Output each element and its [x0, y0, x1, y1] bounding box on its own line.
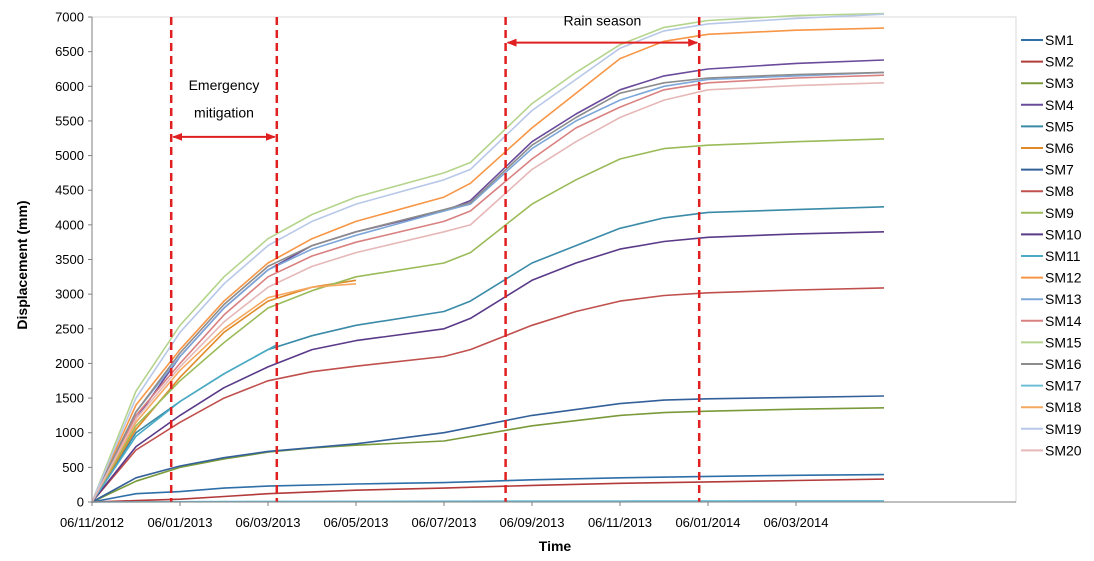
- legend-label-sm1: SM1: [1045, 32, 1074, 48]
- series-line-sm11: [91, 344, 278, 503]
- legend-label-sm11: SM11: [1045, 248, 1081, 264]
- legend-label-sm10: SM10: [1045, 226, 1082, 242]
- x-axis-title: Time: [539, 538, 572, 554]
- period-markers: [169, 17, 701, 502]
- series-line-sm7: [91, 395, 885, 503]
- y-tick-label: 6500: [55, 44, 84, 59]
- y-axis-title: Displacement (mm): [14, 200, 30, 329]
- legend-label-sm17: SM17: [1045, 378, 1082, 394]
- series-line-sm16: [91, 71, 885, 503]
- y-tick-label: 3500: [55, 252, 84, 267]
- y-tick-label: 3000: [55, 287, 84, 302]
- x-tick-label: 06/03/2014: [763, 515, 828, 530]
- series-line-sm15: [91, 12, 885, 503]
- x-tick-label: 06/05/2013: [323, 515, 388, 530]
- annotation-label: mitigation: [194, 104, 254, 120]
- x-tick-label: 06/03/2013: [235, 515, 300, 530]
- series-line-sm12: [91, 27, 885, 503]
- legend-label-sm2: SM2: [1045, 54, 1074, 70]
- x-tick-label: 06/01/2014: [675, 515, 740, 530]
- legend-label-sm14: SM14: [1045, 313, 1082, 329]
- y-tick-label: 1000: [55, 425, 84, 440]
- y-tick-label: 5000: [55, 148, 84, 163]
- legend-label-sm3: SM3: [1045, 75, 1074, 91]
- legend-label-sm15: SM15: [1045, 334, 1082, 350]
- x-tick-label: 06/11/2013: [588, 515, 652, 530]
- series-line-sm18: [91, 283, 357, 503]
- y-tick-label: 7000: [55, 10, 84, 25]
- y-tick-label: 2500: [55, 321, 84, 336]
- legend-label-sm8: SM8: [1045, 183, 1074, 199]
- legend-label-sm13: SM13: [1045, 291, 1082, 307]
- legend-label-sm5: SM5: [1045, 118, 1074, 134]
- x-tick-label: 06/09/2013: [499, 515, 564, 530]
- y-tick-label: 6000: [55, 79, 84, 94]
- series-line-sm1: [91, 473, 885, 503]
- legend: SM1 SM2 SM3 SM4 SM5 SM6 SM7 SM8 SM9 SM10 SM11 SM12 S…: [1021, 32, 1082, 458]
- annotations: Emergency mitigation Rain season: [172, 12, 699, 141]
- y-tick-label: 5500: [55, 113, 84, 128]
- legend-label-sm7: SM7: [1045, 162, 1074, 178]
- axes: 0 500 1000 1500 2000 2500 3000 3500 4000 4500 5000…: [55, 10, 1016, 530]
- x-tick-label: 06/11/2012: [60, 515, 124, 530]
- series-line-sm14: [91, 74, 885, 503]
- legend-label-sm12: SM12: [1045, 270, 1082, 286]
- legend-label-sm6: SM6: [1045, 140, 1074, 156]
- series-line-sm8: [91, 287, 885, 503]
- series-line-sm19: [91, 13, 885, 503]
- annotation-label: Emergency: [189, 77, 260, 93]
- series-line-sm3: [91, 407, 885, 503]
- series-line-sm20: [91, 82, 885, 503]
- y-tick-label: 2000: [55, 356, 84, 371]
- y-tick-label: 1500: [55, 391, 84, 406]
- y-tick-label: 4000: [55, 217, 84, 232]
- legend-label-sm9: SM9: [1045, 205, 1074, 221]
- y-tick-label: 0: [77, 495, 84, 510]
- legend-label-sm4: SM4: [1045, 97, 1074, 113]
- legend-label-sm16: SM16: [1045, 356, 1082, 372]
- series-line-sm13: [91, 71, 885, 503]
- legend-label-sm20: SM20: [1045, 442, 1082, 458]
- y-tick-label: 4500: [55, 183, 84, 198]
- annotation-label: Rain season: [563, 12, 641, 28]
- y-tick-label: 500: [62, 460, 84, 475]
- legend-label-sm18: SM18: [1045, 399, 1082, 415]
- series-line-sm10: [91, 231, 885, 503]
- legend-label-sm19: SM19: [1045, 421, 1082, 437]
- x-tick-label: 06/07/2013: [411, 515, 476, 530]
- series-line-sm2: [91, 478, 885, 503]
- series-line-sm9: [91, 138, 885, 503]
- x-tick-label: 06/01/2013: [147, 515, 212, 530]
